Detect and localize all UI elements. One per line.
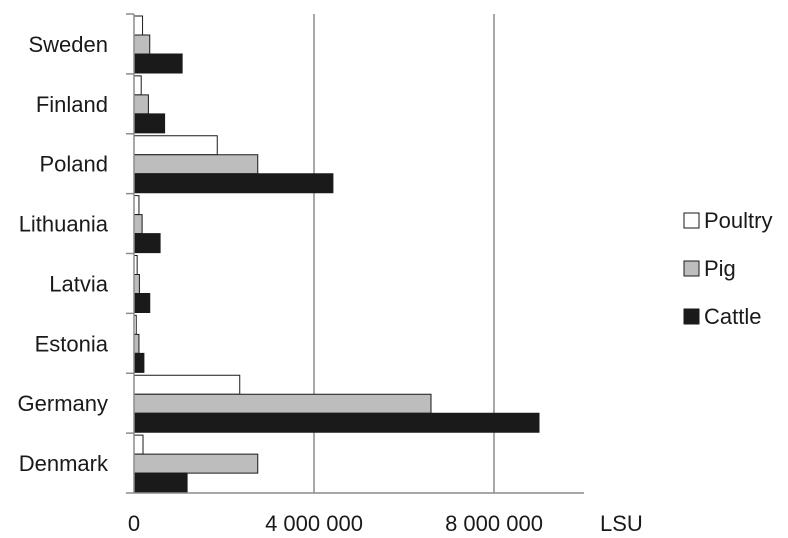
bar-pig-lithuania [133,214,143,235]
bar-cattle-denmark [133,472,188,493]
bar-cattle-germany [133,412,540,433]
bar-cattle-poland [133,173,334,194]
category-label: Poland [39,152,108,177]
bar-cattle-lithuania [133,233,161,254]
bar-poultry-sweden [133,15,144,36]
bar-cattle-sweden [133,53,183,74]
bar-pig-denmark [133,453,259,474]
bar-poultry-finland [133,75,142,96]
category-label: Germany [18,391,108,416]
bar-pig-sweden [133,34,151,55]
bar-poultry-germany [133,374,241,395]
bar-poultry-denmark [133,434,144,455]
x-tick-labels: 0 4 000 000 8 000 000 [128,511,543,536]
category-label: Latvia [49,271,108,296]
bar-cattle-estonia [133,352,145,373]
bar-pig-finland [133,94,149,115]
x-tick-label: 8 000 000 [445,511,543,536]
x-unit-label: LSU [600,511,643,536]
bar-pig-germany [133,393,432,414]
legend-label-cattle: Cattle [704,304,761,329]
legend-swatch-cattle [683,308,700,325]
legend-label-poultry: Poultry [704,208,772,233]
bar-pig-latvia [133,274,140,294]
x-tick-label: 0 [128,511,140,536]
category-labels: Denmark Germany Estonia Latvia Lithuania Pola… [18,13,134,494]
legend: Poultry Pig Cattle [683,208,772,329]
category-label: Sweden [28,32,108,57]
legend-swatch-pig [683,260,700,277]
bar-poultry-poland [133,135,218,156]
category-label: Finland [36,92,108,117]
category-label: Lithuania [19,212,109,237]
category-label: Denmark [19,451,109,476]
legend-swatch-poultry [683,212,700,229]
category-label: Estonia [35,331,109,356]
bar-cattle-latvia [133,293,151,313]
bar-pig-poland [133,154,259,175]
bars [133,15,540,493]
legend-label-pig: Pig [704,256,736,281]
bar-cattle-finland [133,113,166,134]
x-tick-label: 4 000 000 [265,511,363,536]
